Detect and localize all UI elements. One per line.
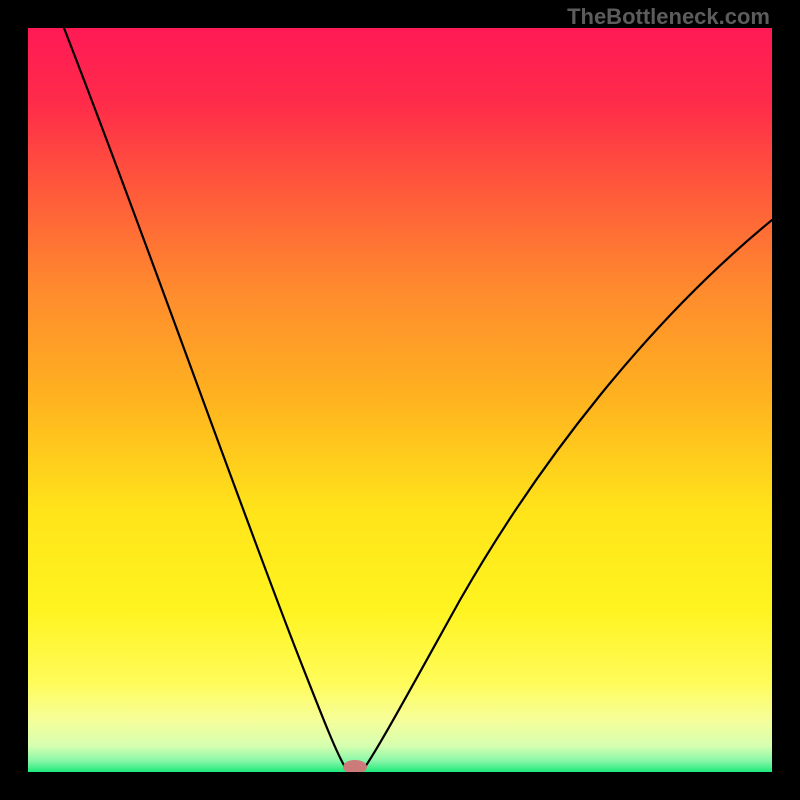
chart-frame: TheBottleneck.com (0, 0, 800, 800)
curve-right-branch (365, 220, 772, 767)
chart-svg (0, 0, 800, 800)
minimum-marker (343, 760, 367, 774)
watermark-text: TheBottleneck.com (567, 4, 770, 30)
curve-left-branch (64, 28, 345, 767)
